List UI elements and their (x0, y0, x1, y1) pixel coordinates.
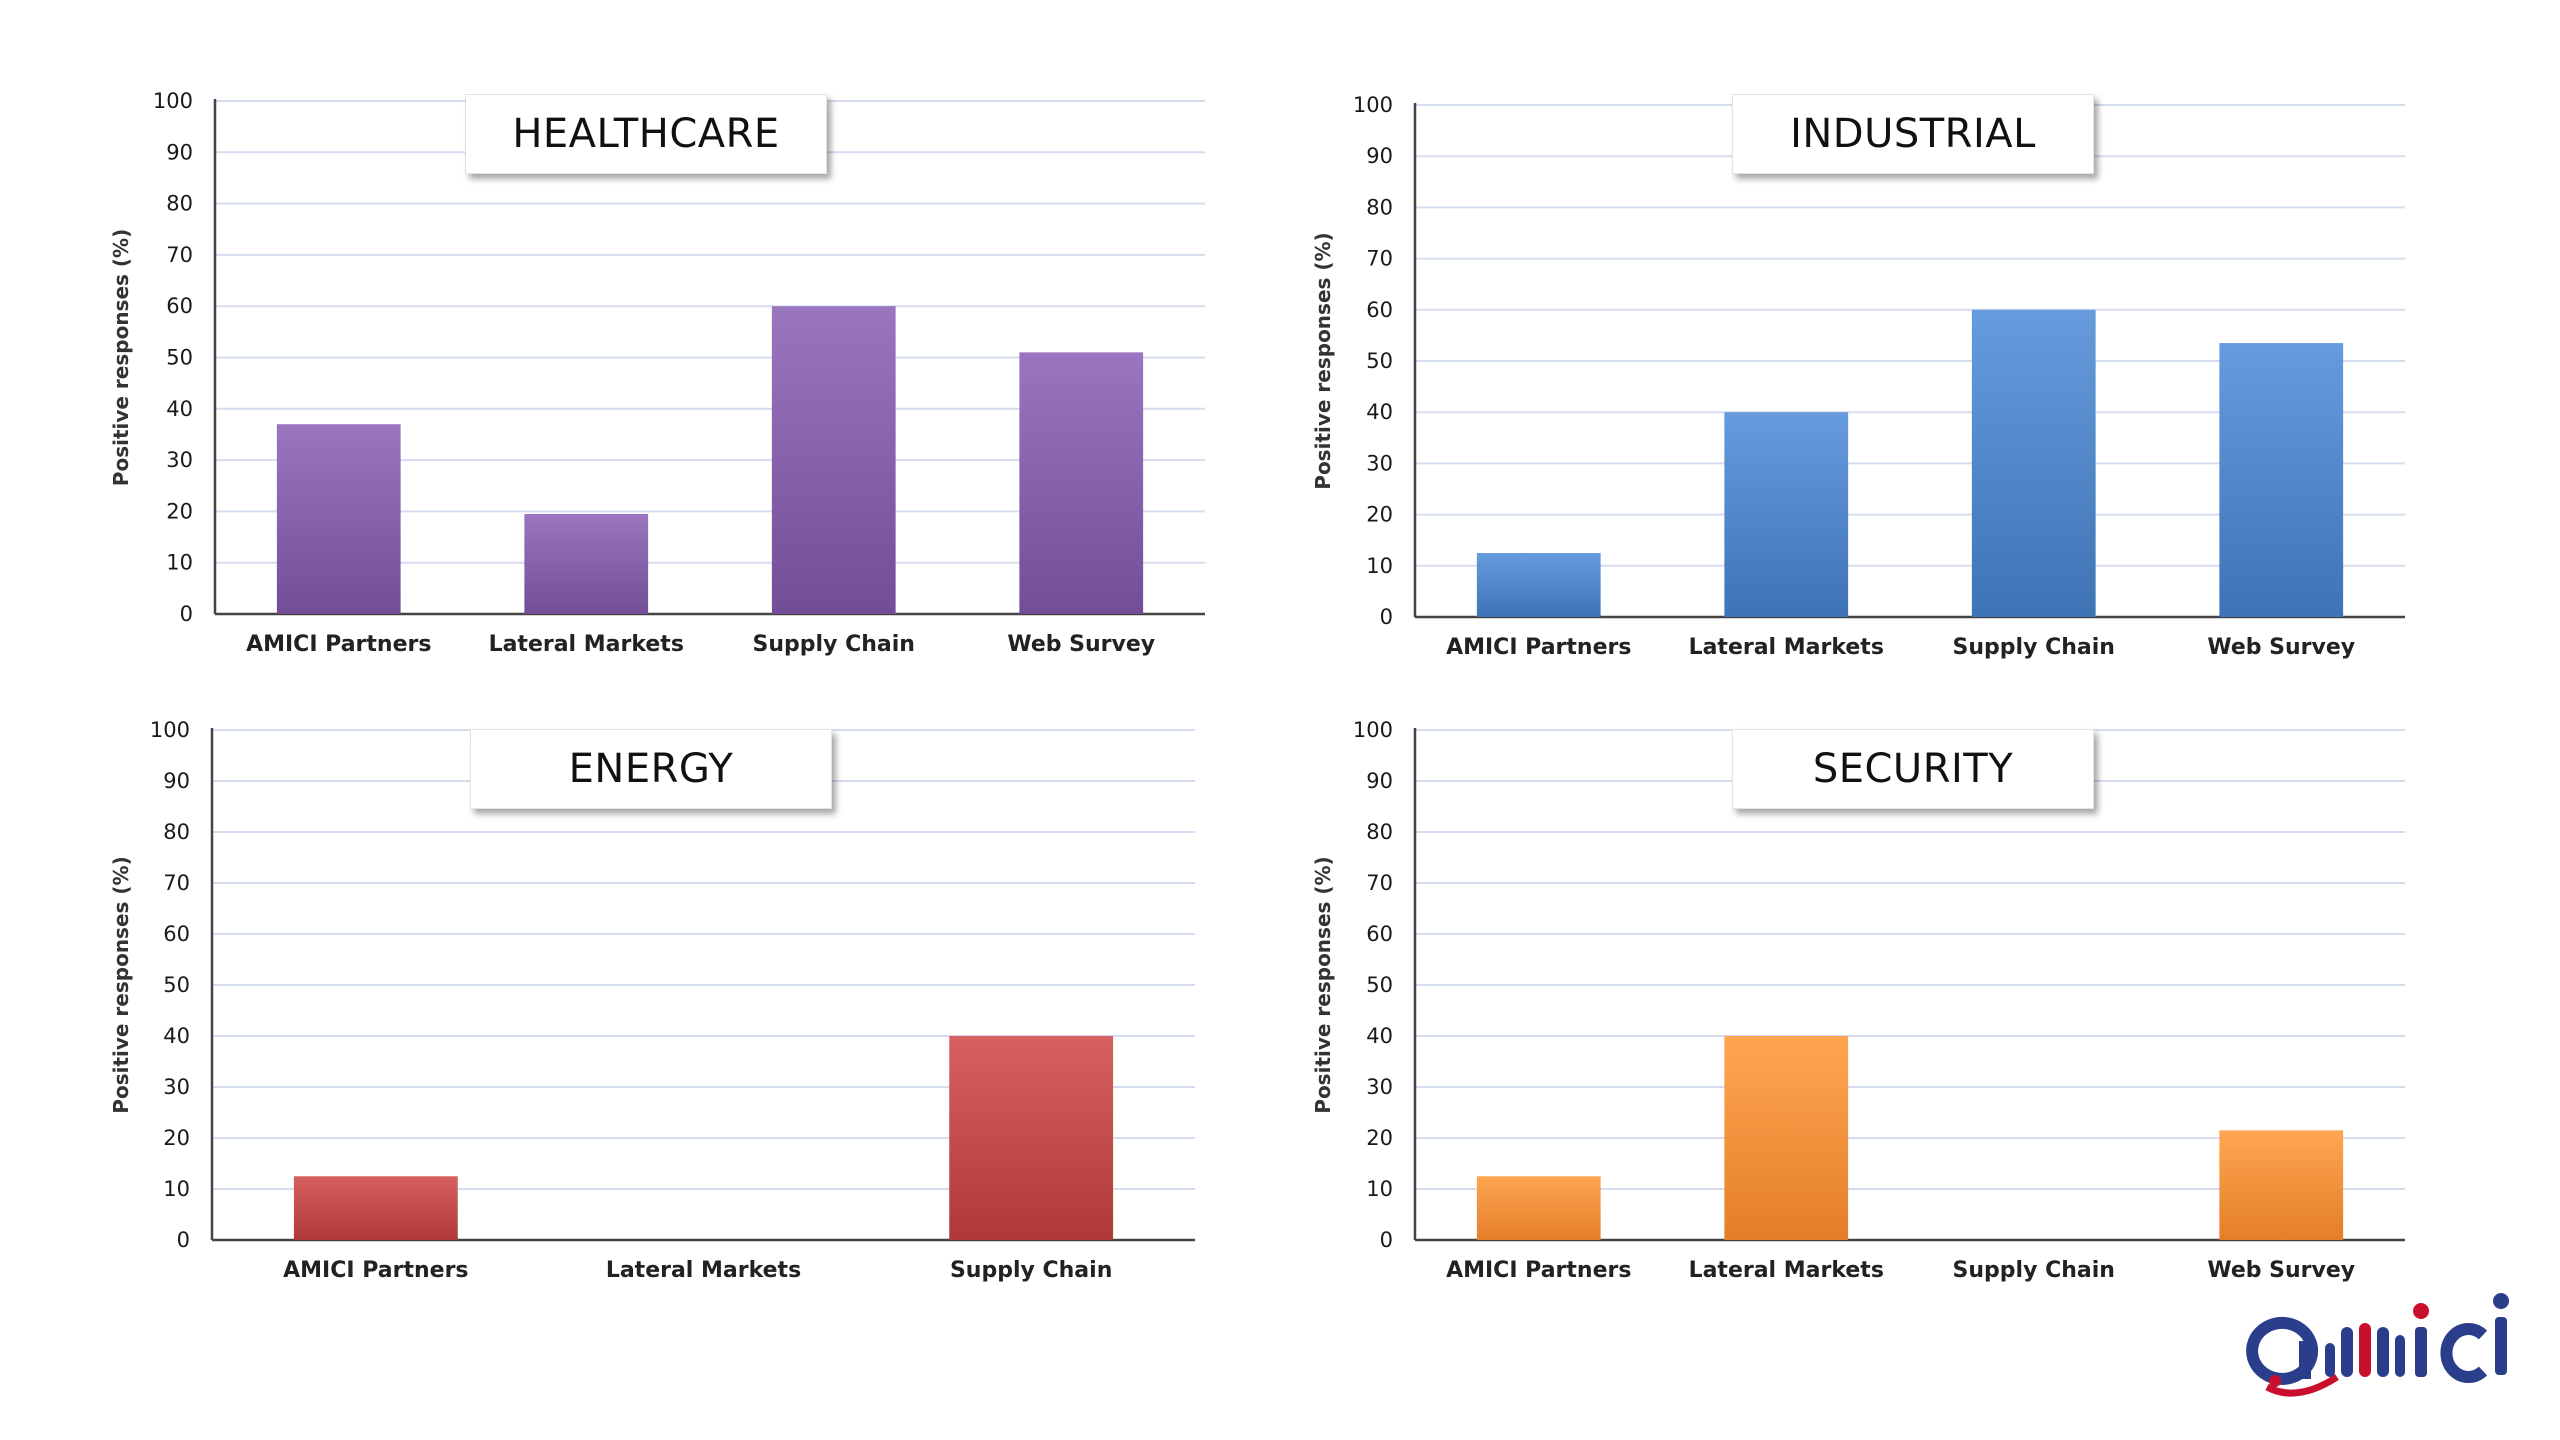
x-tick-label: AMICI Partners (246, 632, 431, 657)
y-tick-label: 90 (1366, 144, 1393, 168)
chart-title-security: SECURITY (1732, 729, 2094, 809)
x-tick-label: Lateral Markets (1689, 1258, 1884, 1283)
x-tick-label: Web Survey (2207, 1258, 2355, 1283)
y-axis-label: Positive responses (%) (1311, 856, 1335, 1113)
chart-energy: 0 10 20 30 40 50 60 70 80 90 100 Positive responses… (109, 718, 1195, 1283)
x-tick-label: Supply Chain (1953, 635, 2115, 660)
y-tick-label: 10 (166, 551, 193, 575)
bar (1476, 553, 1601, 617)
chart-title-industrial: INDUSTRIAL (1732, 94, 2094, 174)
y-tick-label: 20 (166, 499, 193, 523)
y-tick-label: 70 (1366, 871, 1393, 895)
chart-healthcare: 0 10 20 30 40 50 60 70 80 90 100 Positive responses… (109, 89, 1205, 657)
y-tick-label: 30 (163, 1075, 190, 1099)
y-axis-label: Positive responses (%) (109, 856, 133, 1113)
y-tick-label: 30 (1366, 451, 1393, 475)
y-tick-label: 70 (1366, 247, 1393, 271)
y-tick-label: 90 (166, 140, 193, 164)
y-tick-label: 100 (150, 718, 190, 742)
y-tick-label: 0 (177, 1228, 190, 1252)
bar (1724, 412, 1849, 617)
y-tick-label: 100 (1353, 93, 1393, 117)
y-tick-label: 30 (1366, 1075, 1393, 1099)
x-tick-label: AMICI Partners (1446, 635, 1631, 660)
x-tick-label: Supply Chain (950, 1258, 1112, 1283)
y-tick-label: 100 (153, 89, 193, 113)
x-tick-label: AMICI Partners (1446, 1258, 1631, 1283)
x-tick-label: AMICI Partners (283, 1258, 468, 1283)
y-tick-label: 80 (163, 820, 190, 844)
bar (1724, 1036, 1849, 1240)
y-tick-label: 50 (1366, 973, 1393, 997)
bar (2219, 1130, 2344, 1240)
bar (1019, 352, 1144, 614)
chart-title-healthcare: HEALTHCARE (465, 94, 827, 174)
y-tick-label: 40 (1366, 400, 1393, 424)
y-tick-label: 0 (1380, 1228, 1393, 1252)
amici-logo (2246, 1293, 2509, 1397)
y-tick-label: 50 (1366, 349, 1393, 373)
x-tick-label: Web Survey (2207, 635, 2355, 660)
y-tick-label: 80 (1366, 195, 1393, 219)
y-tick-label: 40 (166, 397, 193, 421)
chart-title-energy: ENERGY (470, 729, 832, 809)
y-tick-label: 0 (1380, 605, 1393, 629)
x-tick-label: Supply Chain (1953, 1258, 2115, 1283)
chart-industrial: 0 10 20 30 40 50 60 70 80 90 100 Positive responses… (1311, 93, 2405, 660)
y-tick-label: 40 (1366, 1024, 1393, 1048)
y-tick-label: 90 (163, 769, 190, 793)
x-tick-label: Lateral Markets (606, 1258, 801, 1283)
y-tick-label: 100 (1353, 718, 1393, 742)
y-tick-label: 70 (166, 243, 193, 267)
y-tick-label: 70 (163, 871, 190, 895)
bar (276, 424, 401, 614)
chart-security: 0 10 20 30 40 50 60 70 80 90 100 Positive responses… (1311, 718, 2405, 1283)
y-tick-label: 10 (1366, 1177, 1393, 1201)
y-tick-label: 80 (1366, 820, 1393, 844)
y-tick-label: 20 (163, 1126, 190, 1150)
bar (1476, 1176, 1601, 1240)
bar (771, 306, 896, 614)
y-tick-label: 60 (163, 922, 190, 946)
y-tick-label: 90 (1366, 769, 1393, 793)
y-axis-label: Positive responses (%) (1311, 232, 1335, 489)
y-tick-label: 40 (163, 1024, 190, 1048)
y-tick-label: 20 (1366, 1126, 1393, 1150)
y-axis-label: Positive responses (%) (109, 229, 133, 486)
y-tick-label: 0 (180, 602, 193, 626)
x-tick-label: Web Survey (1007, 632, 1155, 657)
bar (524, 513, 649, 614)
y-tick-label: 60 (1366, 922, 1393, 946)
x-tick-label: Lateral Markets (1689, 635, 1884, 660)
y-tick-label: 10 (1366, 554, 1393, 578)
y-tick-label: 50 (166, 346, 193, 370)
y-tick-label: 60 (1366, 298, 1393, 322)
bar (1971, 309, 2096, 617)
bar (949, 1036, 1114, 1240)
x-tick-label: Supply Chain (753, 632, 915, 657)
bar (2219, 343, 2344, 617)
y-tick-label: 80 (166, 192, 193, 216)
x-tick-label: Lateral Markets (489, 632, 684, 657)
y-tick-label: 10 (163, 1177, 190, 1201)
y-tick-label: 60 (166, 294, 193, 318)
y-tick-label: 30 (166, 448, 193, 472)
y-tick-label: 50 (163, 973, 190, 997)
bar (293, 1176, 458, 1240)
y-tick-label: 20 (1366, 503, 1393, 527)
